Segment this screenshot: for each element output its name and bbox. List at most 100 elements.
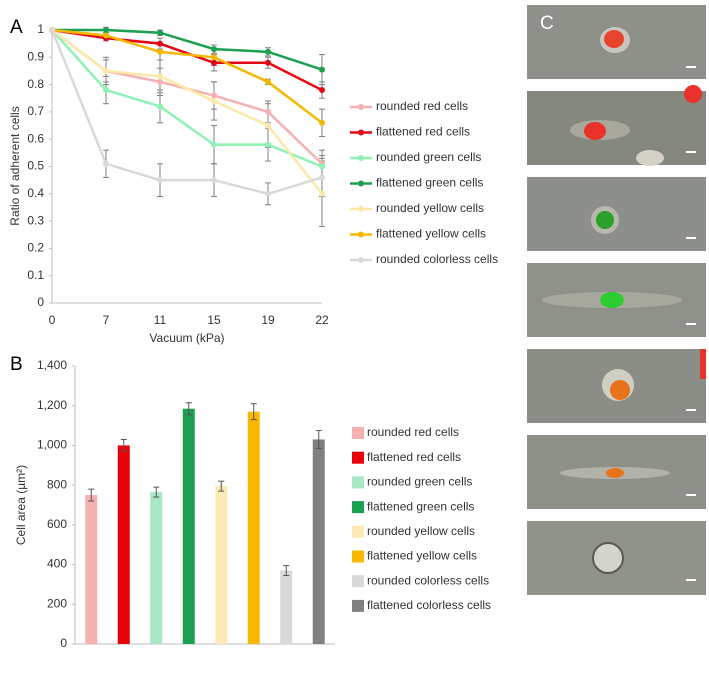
legend-swatch xyxy=(352,575,364,588)
cell-signal xyxy=(610,380,630,400)
y-axis-label: Ratio of adherent cells xyxy=(8,106,22,225)
y-tick-label: 1,200 xyxy=(37,398,67,412)
data-point xyxy=(211,141,217,148)
legend-label: rounded red cells xyxy=(367,425,459,439)
y-tick-label: 0 xyxy=(60,636,67,650)
x-tick-label: 11 xyxy=(154,313,167,327)
legend-label: flattened colorless cells xyxy=(367,598,491,612)
legend-swatch xyxy=(352,525,364,538)
panel-label: A xyxy=(10,17,23,38)
y-tick-label: 0.9 xyxy=(27,49,44,63)
cell-signal xyxy=(604,30,624,48)
data-point xyxy=(211,46,217,53)
legend-label: flattened red cells xyxy=(367,450,461,464)
data-point xyxy=(103,87,109,94)
legend-label: rounded green cells xyxy=(367,475,472,489)
bar xyxy=(150,492,163,644)
data-point xyxy=(49,27,55,33)
panel-label: B xyxy=(10,354,23,375)
data-point xyxy=(157,78,163,85)
bar xyxy=(215,486,228,644)
data-point xyxy=(265,78,271,85)
data-point xyxy=(319,174,325,181)
legend-marker xyxy=(358,155,364,161)
data-point xyxy=(157,73,163,80)
data-point xyxy=(211,97,217,104)
cell-signal xyxy=(606,468,624,478)
y-tick-label: 0.3 xyxy=(27,213,44,227)
data-point xyxy=(265,190,271,197)
data-point xyxy=(265,122,271,129)
cell-signal xyxy=(596,211,614,229)
panel-label: C xyxy=(540,13,554,34)
data-point xyxy=(157,103,163,110)
y-tick-label: 200 xyxy=(47,596,67,610)
data-point xyxy=(103,27,109,33)
bar xyxy=(117,445,130,644)
legend-marker xyxy=(358,206,364,212)
micrographs: C xyxy=(527,5,706,595)
data-point xyxy=(265,108,271,115)
legend-label: rounded green cells xyxy=(376,150,481,164)
data-point xyxy=(157,48,163,55)
y-tick-label: 1,400 xyxy=(37,358,67,372)
bar xyxy=(182,408,195,644)
bar xyxy=(280,570,293,644)
y-axis-label: Cell area (µm²) xyxy=(14,465,28,545)
data-point xyxy=(265,48,271,55)
y-tick-label: 1,000 xyxy=(37,438,67,452)
cell xyxy=(636,150,664,166)
legend-swatch xyxy=(352,476,364,489)
data-point xyxy=(211,177,217,184)
legend-marker xyxy=(358,129,364,136)
bar xyxy=(247,411,260,644)
data-point xyxy=(211,92,217,99)
y-tick-label: 0.8 xyxy=(27,77,44,91)
cell-signal xyxy=(584,122,606,140)
x-tick-label: 22 xyxy=(315,313,329,327)
legend-marker xyxy=(358,180,364,187)
x-tick-label: 0 xyxy=(49,313,56,327)
y-tick-label: 0 xyxy=(37,295,44,309)
legend-label: flattened green cells xyxy=(376,176,483,190)
legend-swatch xyxy=(352,599,364,612)
series-line xyxy=(51,28,323,124)
data-point xyxy=(319,190,325,197)
data-point xyxy=(103,160,109,167)
y-tick-label: 400 xyxy=(47,557,67,571)
cell-signal xyxy=(700,349,706,379)
legend-marker xyxy=(358,104,364,110)
cell-signal xyxy=(684,85,702,103)
cell xyxy=(592,542,624,574)
x-tick-label: 15 xyxy=(207,313,221,327)
data-point xyxy=(319,87,325,94)
y-tick-label: 600 xyxy=(47,517,67,531)
y-tick-label: 0.4 xyxy=(27,186,44,200)
data-point xyxy=(319,66,325,73)
x-axis-label: Vacuum (kPa) xyxy=(149,331,224,345)
y-tick-label: 800 xyxy=(47,477,67,491)
legend-label: rounded yellow cells xyxy=(367,524,475,538)
y-tick-label: 0.6 xyxy=(27,131,44,145)
legend-swatch xyxy=(352,427,364,439)
y-tick-label: 0.2 xyxy=(27,241,44,255)
legend-marker xyxy=(358,231,364,238)
y-tick-label: 1 xyxy=(37,22,44,36)
legend-swatch xyxy=(352,501,364,514)
legend-marker xyxy=(358,257,364,263)
series-line xyxy=(51,28,323,92)
y-tick-label: 0.1 xyxy=(27,268,44,282)
x-tick-label: 7 xyxy=(103,313,110,327)
data-point xyxy=(103,67,109,74)
x-tick-label: 19 xyxy=(261,313,275,327)
data-point xyxy=(319,119,325,126)
bar xyxy=(85,495,98,644)
legend-label: flattened green cells xyxy=(367,499,474,513)
legend-label: rounded colorless cells xyxy=(367,573,489,587)
series-line xyxy=(51,29,323,195)
data-point xyxy=(157,29,163,36)
series-line xyxy=(51,29,323,168)
legend-label: rounded colorless cells xyxy=(376,252,498,266)
legend-swatch xyxy=(352,550,364,563)
